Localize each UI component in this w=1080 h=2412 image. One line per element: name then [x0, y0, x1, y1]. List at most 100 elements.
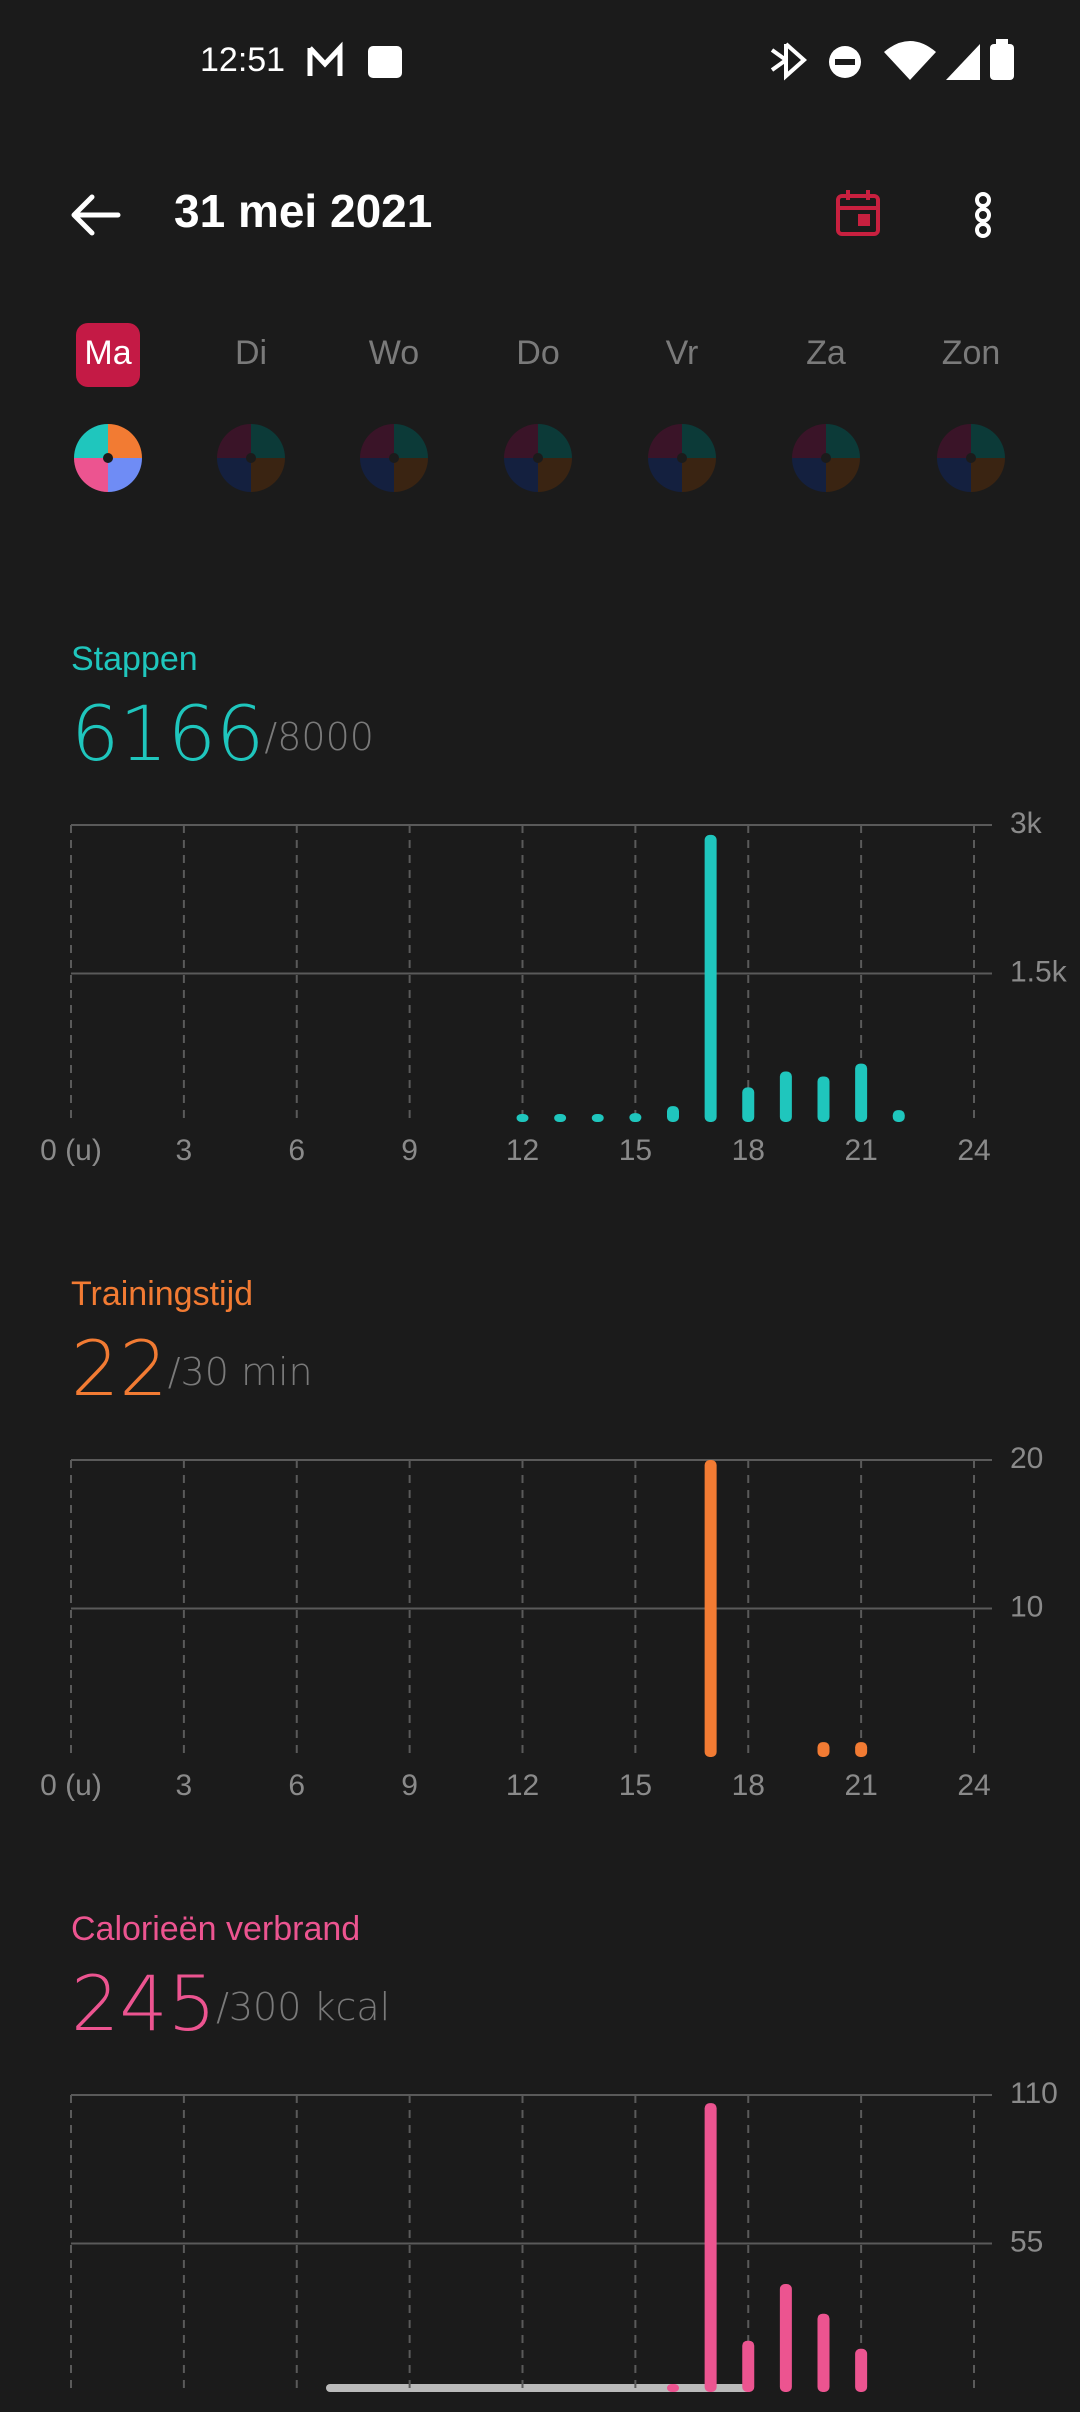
- day-label[interactable]: Vr: [666, 334, 699, 372]
- x-tick-label: 12: [506, 1134, 539, 1167]
- x-tick-label: 15: [619, 1134, 652, 1167]
- bar: [892, 1110, 905, 1122]
- ring-segment: [971, 458, 1005, 492]
- x-tick-label: 12: [506, 1769, 539, 1802]
- y-tick-label: 10: [1010, 1590, 1043, 1623]
- x-tick-label: 6: [288, 1134, 305, 1167]
- y-tick-label: 1.5k: [1010, 955, 1068, 988]
- day-label[interactable]: Ma: [84, 334, 131, 372]
- x-tick-label: 9: [401, 1769, 418, 1802]
- page-title: 31 mei 2021: [174, 185, 432, 237]
- more-button[interactable]: [975, 192, 991, 238]
- total-value: 6166: [71, 689, 264, 778]
- x-tick-label: 24: [957, 1769, 990, 1802]
- day-label[interactable]: Di: [235, 334, 267, 372]
- goal-label: /8000: [264, 715, 374, 759]
- day-ring[interactable]: [217, 424, 285, 492]
- calendar-button[interactable]: [836, 190, 880, 236]
- x-tick-label: 9: [401, 1134, 418, 1167]
- bar: [667, 1106, 679, 1122]
- ring-segment: [217, 458, 251, 492]
- ring-segment: [682, 424, 716, 458]
- day-ring[interactable]: [792, 424, 860, 492]
- ring-center: [821, 453, 831, 463]
- day-label[interactable]: Zon: [942, 334, 1001, 372]
- x-tick-label: 0 (u): [40, 1134, 102, 1167]
- bar: [667, 2384, 679, 2392]
- bar: [704, 1460, 717, 1757]
- ring-segment: [74, 424, 108, 458]
- ring-segment: [394, 424, 428, 458]
- y-tick-label: 3k: [1010, 807, 1043, 840]
- goal-label: /300 kcal: [216, 1985, 390, 2029]
- ring-segment: [251, 458, 285, 492]
- bar: [704, 2103, 717, 2392]
- x-tick-label: 15: [619, 1769, 652, 1802]
- ring-segment: [937, 424, 971, 458]
- ring-segment: [217, 424, 251, 458]
- ring-segment: [360, 424, 394, 458]
- ring-segment: [826, 424, 860, 458]
- ring-segment: [648, 458, 682, 492]
- ring-segment: [251, 424, 285, 458]
- x-tick-label: 18: [732, 1134, 765, 1167]
- day-label[interactable]: Wo: [369, 334, 419, 372]
- nav-handle: [326, 2384, 752, 2392]
- bar: [554, 1114, 567, 1122]
- day-ring[interactable]: [360, 424, 428, 492]
- ring-segment: [360, 458, 394, 492]
- y-tick-label: 110: [1010, 2077, 1058, 2110]
- selected-day: [76, 323, 140, 387]
- back-button[interactable]: [71, 194, 121, 236]
- ring-segment: [682, 458, 716, 492]
- ring-segment: [538, 458, 572, 492]
- ring-center: [677, 453, 687, 463]
- bar: [742, 1087, 755, 1122]
- ring-segment: [394, 458, 428, 492]
- day-label[interactable]: Za: [806, 334, 846, 372]
- ring-segment: [74, 458, 108, 492]
- chart-title: Stappen: [71, 640, 198, 678]
- bar: [855, 1742, 868, 1757]
- x-tick-label: 0 (u): [40, 1769, 102, 1802]
- ring-center: [966, 453, 976, 463]
- ring-center: [246, 453, 256, 463]
- x-tick-label: 3: [176, 1769, 193, 1802]
- ring-center: [389, 453, 399, 463]
- x-tick-label: 21: [844, 1134, 877, 1167]
- day-ring[interactable]: [504, 424, 572, 492]
- status-icons: [307, 39, 1014, 81]
- x-tick-label: 6: [288, 1769, 305, 1802]
- goal-label: /30 min: [168, 1350, 313, 1394]
- ring-segment: [971, 424, 1005, 458]
- chart-total: 22/30 min: [71, 1324, 313, 1413]
- day-ring[interactable]: [937, 424, 1005, 492]
- y-tick-label: 20: [1010, 1442, 1043, 1475]
- x-tick-label: 24: [957, 1134, 990, 1167]
- day-ring[interactable]: [74, 424, 142, 492]
- day-label[interactable]: Do: [516, 334, 559, 372]
- ring-segment: [792, 458, 826, 492]
- day-ring[interactable]: [648, 424, 716, 492]
- ring-center: [533, 453, 543, 463]
- bar: [591, 1114, 604, 1122]
- bar: [779, 1071, 792, 1122]
- ring-center: [103, 453, 113, 463]
- chart-title: Trainingstijd: [71, 1275, 253, 1313]
- x-tick-label: 21: [844, 1769, 877, 1802]
- bar: [817, 1742, 830, 1757]
- bar: [742, 2340, 755, 2392]
- bar: [516, 1114, 529, 1122]
- ring-segment: [937, 458, 971, 492]
- ring-segment: [108, 458, 142, 492]
- ring-segment: [648, 424, 682, 458]
- ring-segment: [504, 424, 538, 458]
- ring-segment: [826, 458, 860, 492]
- bar: [629, 1113, 642, 1122]
- x-tick-label: 3: [176, 1134, 193, 1167]
- x-tick-label: 18: [732, 1769, 765, 1802]
- total-value: 22: [71, 1324, 168, 1413]
- y-tick-label: 55: [1010, 2225, 1043, 2258]
- ring-segment: [504, 458, 538, 492]
